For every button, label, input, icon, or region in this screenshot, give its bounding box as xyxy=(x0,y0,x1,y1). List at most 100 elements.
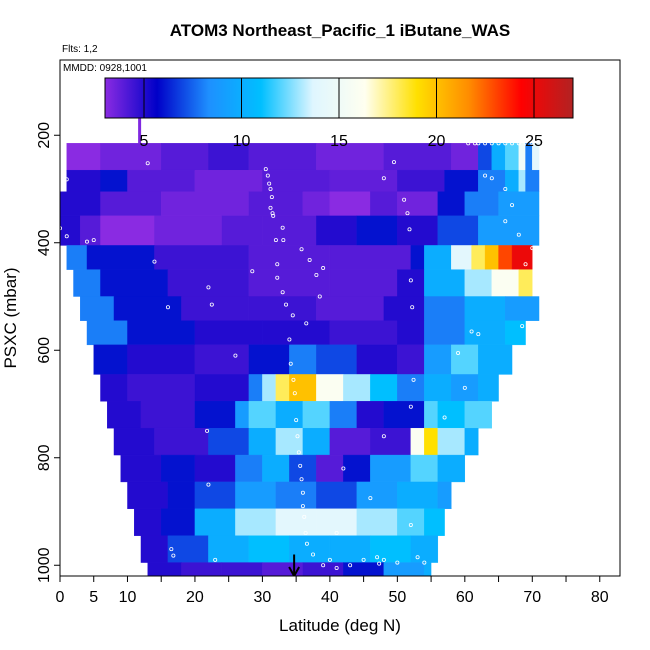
colorbar-tick-label: 10 xyxy=(233,133,251,150)
sample-point xyxy=(540,307,545,312)
sample-point xyxy=(483,141,488,146)
heatmap-cell xyxy=(194,169,263,192)
chart-title: ATOM3 Northeast_Pacific_1 iButane_WAS xyxy=(170,21,510,40)
heatmap-cell xyxy=(80,215,101,246)
heatmap-cell xyxy=(498,191,540,217)
heatmap-cell xyxy=(262,374,277,402)
sample-point xyxy=(317,294,322,299)
y-axis-label: PSXC (mbar) xyxy=(1,267,20,368)
heatmap-cell xyxy=(383,562,425,576)
heatmap-cell xyxy=(66,143,101,171)
heatmap-cell xyxy=(127,344,196,375)
heatmap-cell xyxy=(356,401,385,429)
sample-point xyxy=(377,561,382,566)
heatmap-cell xyxy=(397,191,439,217)
heatmap-cell xyxy=(275,374,290,402)
heatmap-cell xyxy=(262,454,290,483)
sample-point xyxy=(314,272,319,277)
heatmap-cell xyxy=(316,296,385,321)
dates-note: MMDD: 0928,1001 xyxy=(63,63,147,74)
heatmap-cell xyxy=(424,427,439,456)
heatmap-cell xyxy=(154,215,223,246)
sample-point xyxy=(265,173,270,178)
heatmap-cell xyxy=(397,374,425,402)
heatmap-cell xyxy=(127,481,169,510)
sample-point xyxy=(361,557,366,562)
sample-point xyxy=(311,552,316,557)
heatmap-cell xyxy=(194,320,263,346)
sample-point xyxy=(510,203,515,208)
heatmap-cell xyxy=(167,481,196,510)
heatmap-cell xyxy=(235,508,277,536)
sample-point xyxy=(304,541,309,546)
sample-point xyxy=(462,385,467,390)
heatmap-cell xyxy=(464,191,499,217)
sample-point xyxy=(304,321,309,326)
heatmap-cell xyxy=(437,481,452,510)
heatmap-cell xyxy=(518,169,526,192)
heatmap-cell xyxy=(410,454,439,483)
sample-point xyxy=(303,531,308,536)
sample-point xyxy=(296,450,301,455)
sample-point xyxy=(523,141,528,146)
sample-point xyxy=(288,361,293,366)
heatmap-cell xyxy=(397,508,425,536)
heatmap-cell xyxy=(167,269,250,297)
sample-point xyxy=(469,329,474,334)
heatmap-cell xyxy=(302,562,344,576)
heatmap-cell xyxy=(464,401,493,429)
heatmap-cell xyxy=(478,374,499,402)
heatmap-cell xyxy=(66,245,88,270)
heatmap-cell xyxy=(208,143,250,171)
sample-point xyxy=(496,141,501,146)
heatmap-cell xyxy=(410,245,425,270)
sample-point xyxy=(287,337,292,342)
heatmap-cell xyxy=(248,296,317,321)
sample-point xyxy=(298,463,303,468)
heatmap-cell xyxy=(275,401,304,429)
heatmap-cell xyxy=(194,344,250,375)
x-tick-label: 80 xyxy=(591,589,609,606)
y-axis: 200 400 600 800 1000 xyxy=(36,122,60,583)
y-tick-label: 1000 xyxy=(36,547,53,583)
heatmap-cell xyxy=(100,143,162,171)
heatmap-cell xyxy=(289,454,317,483)
heatmap-cell xyxy=(329,427,371,456)
heatmap-cell xyxy=(248,269,331,297)
heatmap-cell xyxy=(235,454,263,483)
x-tick-label: 70 xyxy=(523,589,541,606)
sample-point xyxy=(530,141,535,146)
heatmap-cell xyxy=(60,215,81,246)
sample-point xyxy=(408,404,413,409)
sample-point xyxy=(152,259,157,264)
heatmap-cell xyxy=(80,296,115,321)
heatmap-cell xyxy=(397,269,425,297)
sample-point xyxy=(268,205,273,210)
heatmap-cell xyxy=(248,427,277,456)
heatmap-cell xyxy=(511,245,533,270)
heatmap-cell xyxy=(289,535,331,563)
heatmap-cell xyxy=(437,191,466,217)
sample-point xyxy=(273,238,278,243)
sample-point xyxy=(395,560,400,565)
heatmap-cell xyxy=(120,454,162,483)
heatmap-cell xyxy=(100,374,128,402)
sample-point xyxy=(302,514,307,519)
heatmap-cell xyxy=(424,562,432,576)
sample-point xyxy=(489,176,494,181)
x-tick-label: 40 xyxy=(321,589,339,606)
sample-point xyxy=(381,176,386,181)
heatmap-cell xyxy=(424,401,439,429)
heatmap-cell xyxy=(329,191,371,217)
heatmap-cell xyxy=(248,344,290,375)
heatmap-cell xyxy=(316,481,358,510)
heatmap-cell xyxy=(410,535,439,563)
heatmap-cell xyxy=(248,143,317,171)
heatmap-cell xyxy=(437,454,466,483)
x-axis: 0 5 10 20 30 40 50 60 70 80 xyxy=(56,576,609,606)
heatmap-cell xyxy=(140,401,196,429)
sample-point xyxy=(299,247,304,252)
heatmap-cell xyxy=(356,481,398,510)
heatmap-cell xyxy=(451,344,479,375)
sample-point xyxy=(410,305,415,310)
